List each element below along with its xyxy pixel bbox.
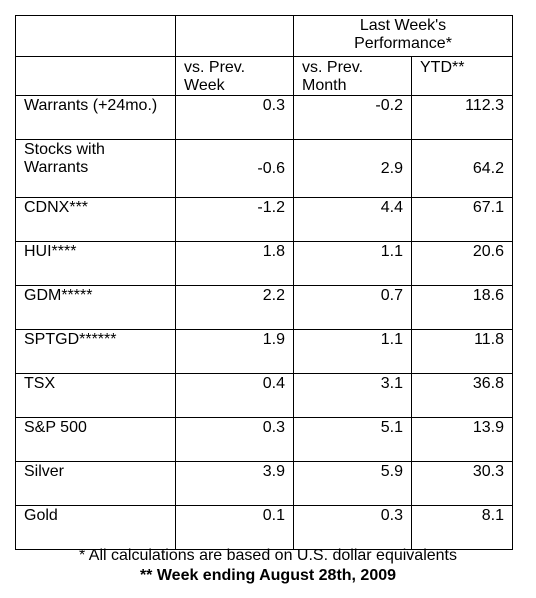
cell-week: 3.9 xyxy=(175,461,294,506)
column-header-ytd: YTD** xyxy=(410,56,514,96)
table-row: GDM***** 2.2 0.7 18.6 xyxy=(15,285,514,330)
cell-month: 0.7 xyxy=(293,285,412,330)
row-label: HUI**** xyxy=(15,241,176,286)
cell-month: 1.1 xyxy=(293,329,412,374)
cell-week: 0.4 xyxy=(175,373,294,418)
row-label: Stocks with Warrants xyxy=(15,139,176,198)
table-row: HUI**** 1.8 1.1 20.6 xyxy=(15,241,514,286)
column-header-week-line1: vs. Prev. xyxy=(184,59,246,76)
header-spacer-cell xyxy=(175,15,294,57)
footnote-week-ending: ** Week ending August 28th, 2009 xyxy=(139,567,397,584)
row-label: CDNX*** xyxy=(15,197,176,242)
cell-week: 0.3 xyxy=(175,417,294,462)
table-row: TSX 0.4 3.1 36.8 xyxy=(15,373,514,418)
footnote-currency: * All calculations are based on U.S. dol… xyxy=(79,547,457,564)
row-label: Warrants (+24mo.) xyxy=(15,95,176,140)
cell-week: 2.2 xyxy=(175,285,294,330)
column-header-month: vs. Prev. Month xyxy=(293,56,412,96)
performance-table: Last Week's Performance* vs. Prev. Week … xyxy=(15,15,514,550)
header-row-group: Last Week's Performance* xyxy=(15,15,514,57)
cell-week: -0.6 xyxy=(175,139,294,198)
cell-ytd: 36.8 xyxy=(410,373,514,418)
table-row: Gold 0.1 0.3 8.1 xyxy=(15,505,514,550)
row-label: Silver xyxy=(15,461,176,506)
cell-ytd: 8.1 xyxy=(410,505,514,550)
header-row-columns: vs. Prev. Week vs. Prev. Month YTD** xyxy=(15,56,514,96)
table-row: SPTGD****** 1.9 1.1 11.8 xyxy=(15,329,514,374)
table-row: CDNX*** -1.2 4.4 67.1 xyxy=(15,197,514,242)
cell-ytd: 11.8 xyxy=(410,329,514,374)
cell-ytd: 64.2 xyxy=(410,139,514,198)
cell-week: 1.8 xyxy=(175,241,294,286)
cell-week: 0.3 xyxy=(175,95,294,140)
group-header-line1: Last Week's xyxy=(359,17,447,34)
group-header-cell: Last Week's Performance* xyxy=(292,15,514,57)
cell-ytd: 67.1 xyxy=(410,197,514,242)
cell-month: -0.2 xyxy=(293,95,412,140)
cell-month: 4.4 xyxy=(293,197,412,242)
cell-month: 3.1 xyxy=(293,373,412,418)
row-label-line1: Stocks with xyxy=(24,141,105,158)
cell-month: 1.1 xyxy=(293,241,412,286)
cell-ytd: 20.6 xyxy=(410,241,514,286)
column-header-week: vs. Prev. Week xyxy=(175,56,294,96)
row-label: Gold xyxy=(15,505,176,550)
table-row: Silver 3.9 5.9 30.3 xyxy=(15,461,514,506)
group-header-line2: Performance* xyxy=(354,35,452,52)
cell-ytd: 112.3 xyxy=(410,95,514,140)
cell-month: 5.9 xyxy=(293,461,412,506)
header-empty-cell xyxy=(15,15,176,57)
row-label-line2: Warrants xyxy=(24,159,89,176)
row-label: S&P 500 xyxy=(15,417,176,462)
cell-week: -1.2 xyxy=(175,197,294,242)
column-header-week-line2: Week xyxy=(184,77,225,94)
row-label: GDM***** xyxy=(15,285,176,330)
header-empty-cell xyxy=(15,56,176,96)
table-row: Stocks with Warrants -0.6 2.9 64.2 xyxy=(15,139,514,198)
cell-ytd: 30.3 xyxy=(410,461,514,506)
cell-week: 0.1 xyxy=(175,505,294,550)
column-header-month-line2: Month xyxy=(302,77,347,94)
column-header-month-line1: vs. Prev. xyxy=(302,59,364,76)
table-row: Warrants (+24mo.) 0.3 -0.2 112.3 xyxy=(15,95,514,140)
row-label: SPTGD****** xyxy=(15,329,176,374)
cell-month: 0.3 xyxy=(293,505,412,550)
row-label: TSX xyxy=(15,373,176,418)
cell-month: 5.1 xyxy=(293,417,412,462)
cell-ytd: 18.6 xyxy=(410,285,514,330)
cell-ytd: 13.9 xyxy=(410,417,514,462)
cell-month: 2.9 xyxy=(293,139,412,198)
cell-week: 1.9 xyxy=(175,329,294,374)
table-row: S&P 500 0.3 5.1 13.9 xyxy=(15,417,514,462)
